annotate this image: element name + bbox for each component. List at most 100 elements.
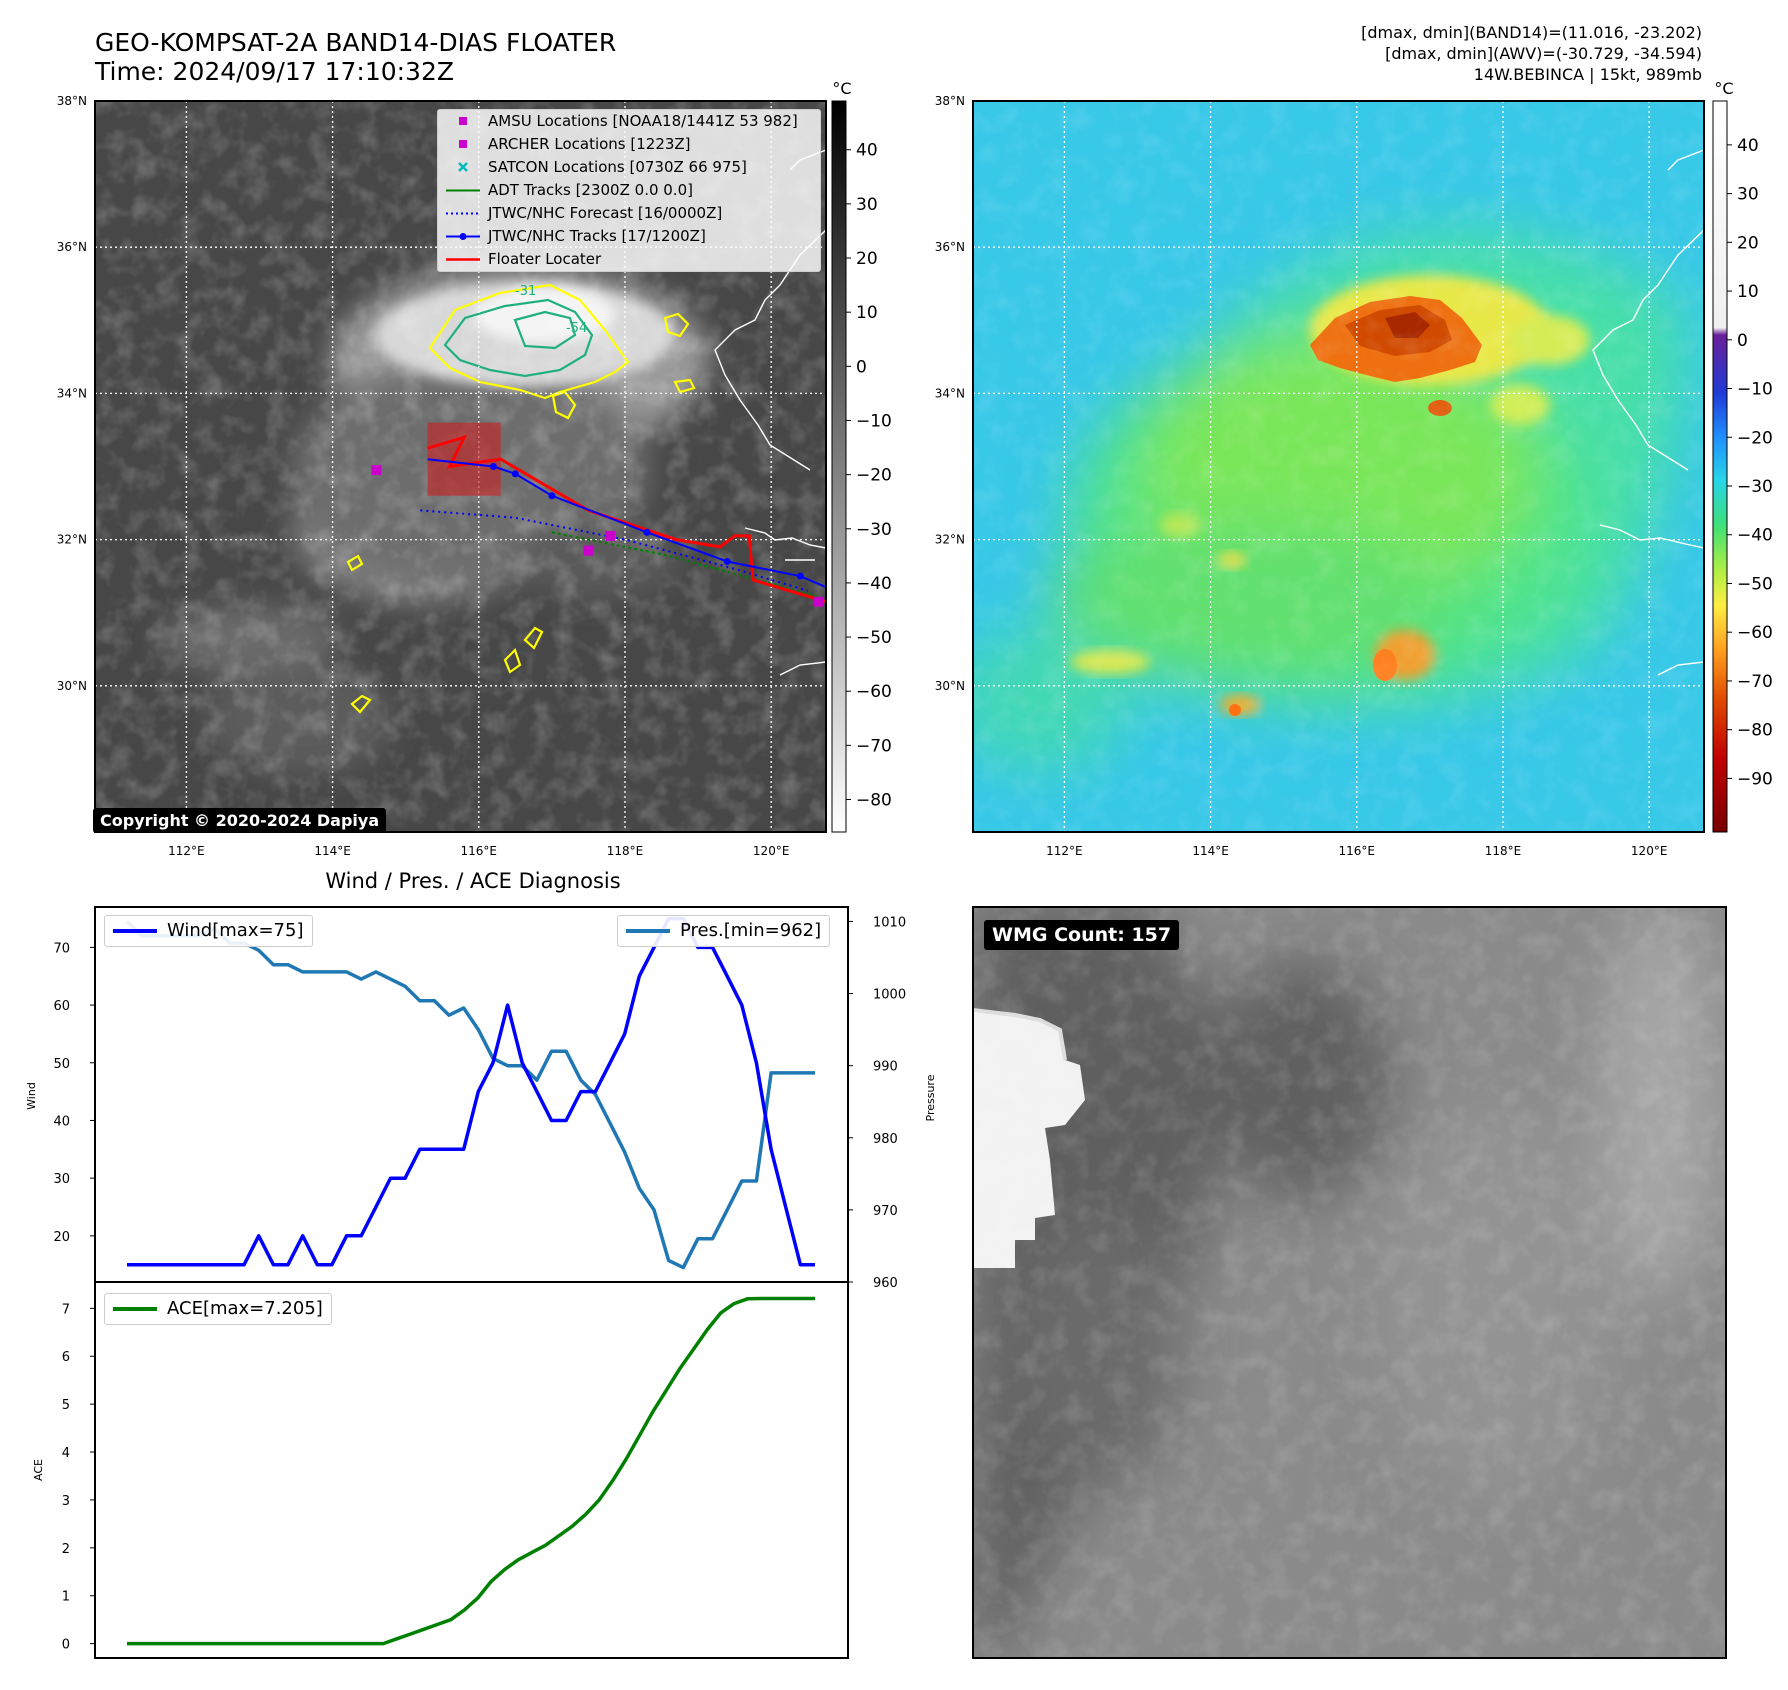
header-info-line3: 14W.BEBINCA | 15kt, 989mb [1473, 65, 1702, 84]
map2-gridlines [973, 101, 1704, 832]
colorbar-tick-label: −80 [856, 791, 892, 811]
contour-label-2: -54 [566, 321, 587, 336]
lon-label: 116°E [1339, 844, 1376, 858]
track-overlays [371, 434, 826, 607]
colorbar-tick-label: 20 [856, 249, 878, 269]
legend-label: Floater Locater [488, 250, 602, 268]
bottom-chart-frame [94, 1281, 849, 1659]
map1-lat-labels: 38°N 36°N 34°N 32°N 30°N [57, 94, 87, 693]
pressure-legend: Pres.[min=962] [617, 915, 831, 947]
wind-legend-line [113, 929, 157, 933]
lat-label: 34°N [935, 386, 965, 400]
legend-label: AMSU Locations [NOAA18/1441Z 53 982] [488, 112, 798, 130]
jtwc-track-point [548, 492, 556, 500]
wind-ytick-label: 50 [53, 1057, 70, 1072]
wind-ytick-label: 70 [53, 941, 70, 956]
wind-pressure-chart: 20 30 40 50 60 70 960 970 980 990 1000 1010 [53, 906, 906, 1291]
floater-track-line [427, 434, 826, 604]
ace-ytick-label: 7 [62, 1302, 70, 1317]
colorbar-tick-label: −70 [1737, 672, 1773, 692]
color-colorbar-ticks: 40 30 20 10 0 −10 −20 −30 −40 −50 −60 −70 −80 −90 [1727, 136, 1773, 789]
colorbar-tick-label: −60 [856, 682, 892, 702]
lon-label: 112°E [1046, 844, 1083, 858]
ace-ytick-label: 1 [62, 1590, 70, 1605]
header-info-line1: [dmax, dmin](BAND14)=(11.016, -23.202) [1361, 23, 1702, 42]
jtwc-track-point [643, 528, 651, 536]
colorbar-tick-label: 30 [856, 195, 878, 215]
pressure-axis-label: Pressure [924, 1074, 937, 1121]
legend-item-archer: ARCHER Locations [1223Z] [438, 133, 820, 156]
wind-ytick-label: 60 [53, 999, 70, 1014]
lon-label: 116°E [461, 844, 498, 858]
pressure-ytick-label: 1010 [873, 915, 906, 930]
legend-item-adt: ADT Tracks [2300Z 0.0 0.0] [438, 179, 820, 202]
colorbar-tick-label: −30 [856, 520, 892, 540]
ace-legend-label: ACE[max=7.205] [167, 1298, 323, 1319]
ace-series-line [127, 1296, 815, 1646]
ace-ytick-label: 5 [62, 1398, 70, 1413]
convective-contours [346, 283, 696, 714]
colorbar-tick-label: 10 [1737, 282, 1759, 302]
wind-ytick-label: 40 [53, 1114, 70, 1129]
pressure-ytick-label: 1000 [873, 988, 906, 1003]
jtwc-track-line [427, 458, 826, 589]
magenta-square-icon [459, 140, 467, 148]
gray-colorbar-unit: °C [832, 79, 851, 98]
color-map-panel [973, 101, 1704, 832]
red-line-icon [446, 258, 480, 261]
colorbar-tick-label: 40 [856, 141, 878, 161]
lon-label: 118°E [1485, 844, 1522, 858]
colorbar-tick-label: 30 [1737, 185, 1759, 205]
pressure-legend-line [626, 929, 670, 933]
map1-frame [94, 100, 827, 833]
pressure-series-line [125, 920, 815, 1270]
colorbar-tick-label: −70 [856, 736, 892, 756]
fix-location-marker [605, 530, 616, 541]
pressure-ytick-label: 970 [873, 1204, 898, 1219]
map-legend: AMSU Locations [NOAA18/1441Z 53 982] ARC… [437, 109, 821, 272]
wind-series-line [127, 916, 815, 1267]
colorbar-tick-label: −10 [1737, 380, 1773, 400]
colorbar-tick-label: 0 [856, 357, 867, 377]
ace-ytick-label: 6 [62, 1350, 70, 1365]
map2-lon-labels: 112°E 114°E 116°E 118°E 120°E [1046, 844, 1667, 858]
lon-label: 114°E [1192, 844, 1229, 858]
figure-title-line2: Time: 2024/09/17 17:10:32Z [95, 57, 454, 86]
pressure-legend-label: Pres.[min=962] [680, 920, 822, 941]
ace-ytick-label: 4 [62, 1446, 70, 1461]
lat-label: 38°N [935, 94, 965, 108]
lon-label: 114°E [314, 844, 351, 858]
ace-ytick-label: 2 [62, 1542, 70, 1557]
legend-label: JTWC/NHC Tracks [17/1200Z] [488, 227, 706, 245]
colorbar-tick-label: 40 [1737, 136, 1759, 156]
green-line-icon [446, 189, 480, 192]
colorbar-tick-label: 0 [1737, 331, 1748, 351]
legend-item-floater: Floater Locater [438, 248, 820, 271]
wmg-panel [973, 907, 1726, 1658]
pressure-ytick-label: 960 [873, 1276, 898, 1291]
color-colorbar [1712, 100, 1728, 833]
legend-label: SATCON Locations [0730Z 66 975] [488, 158, 747, 176]
map1-lon-labels: 112°E 114°E 116°E 118°E 120°E [168, 844, 789, 858]
lat-label: 30°N [935, 679, 965, 693]
ace-ytick-label: 0 [62, 1638, 70, 1653]
top-chart-frame [94, 906, 849, 1283]
wind-legend-label: Wind[max=75] [167, 920, 304, 941]
lon-label: 112°E [168, 844, 205, 858]
ace-axis-label: ACE [32, 1459, 45, 1481]
jtwc-track-point [511, 470, 519, 478]
copyright-badge: Copyright © 2020-2024 Dapiya [93, 808, 387, 833]
lat-label: 30°N [57, 679, 87, 693]
wmg-count-badge: WMG Count: 157 [984, 920, 1180, 950]
fix-location-marker [371, 465, 382, 476]
adt-track-line [551, 531, 823, 600]
colorbar-tick-label: −90 [1737, 769, 1773, 789]
legend-label: ARCHER Locations [1223Z] [488, 135, 691, 153]
lon-label: 118°E [607, 844, 644, 858]
legend-label: JTWC/NHC Forecast [16/0000Z] [488, 204, 723, 222]
legend-label: ADT Tracks [2300Z 0.0 0.0] [488, 181, 693, 199]
colorbar-tick-label: −80 [1737, 721, 1773, 741]
legend-item-amsu: AMSU Locations [NOAA18/1441Z 53 982] [438, 110, 820, 133]
color-colorbar-unit: °C [1714, 79, 1733, 98]
